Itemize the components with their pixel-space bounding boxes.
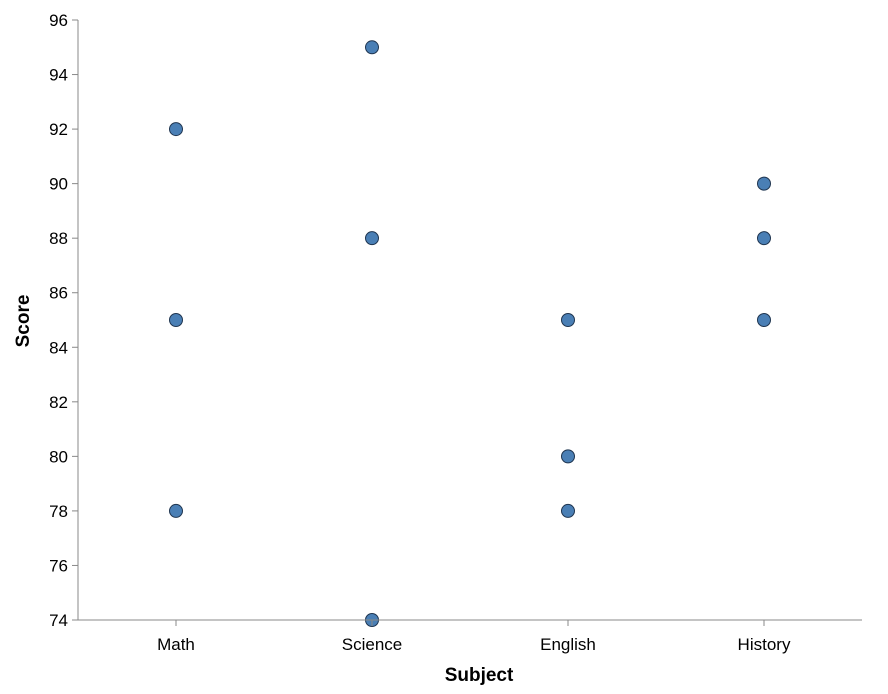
y-tick-label: 80	[49, 447, 68, 466]
y-tick-label: 76	[49, 556, 68, 575]
y-tick-label: 82	[49, 393, 68, 412]
y-tick-label: 90	[49, 175, 68, 194]
data-point	[757, 231, 771, 246]
plot-area	[169, 40, 771, 627]
y-axis-title: Score	[13, 295, 34, 348]
x-tick-label: History	[738, 635, 791, 654]
data-point	[365, 40, 379, 55]
x-tick-label: Math	[157, 635, 195, 654]
x-axis-title: Subject	[445, 665, 514, 686]
y-axis: 74 76 78 80 82 84 86 88 90 92 94 96	[49, 11, 79, 630]
y-tick-label: 78	[49, 502, 68, 521]
data-point	[169, 122, 183, 137]
y-tick-label: 94	[49, 66, 68, 85]
y-tick-label: 84	[49, 338, 68, 357]
x-axis: Math Science English History	[78, 619, 862, 654]
data-point	[365, 231, 379, 246]
data-point	[757, 176, 771, 191]
data-point	[169, 503, 183, 518]
y-tick-label: 74	[49, 611, 68, 630]
y-tick-label: 86	[49, 284, 68, 303]
x-tick-label: Science	[342, 635, 402, 654]
data-point	[561, 503, 575, 518]
data-point	[561, 449, 575, 464]
y-tick-label: 96	[49, 11, 68, 30]
data-point	[757, 313, 771, 327]
x-tick-label: English	[540, 635, 596, 654]
data-point	[169, 313, 183, 327]
data-point	[561, 313, 575, 327]
y-tick-label: 88	[49, 229, 68, 248]
y-tick-label: 92	[49, 120, 68, 139]
